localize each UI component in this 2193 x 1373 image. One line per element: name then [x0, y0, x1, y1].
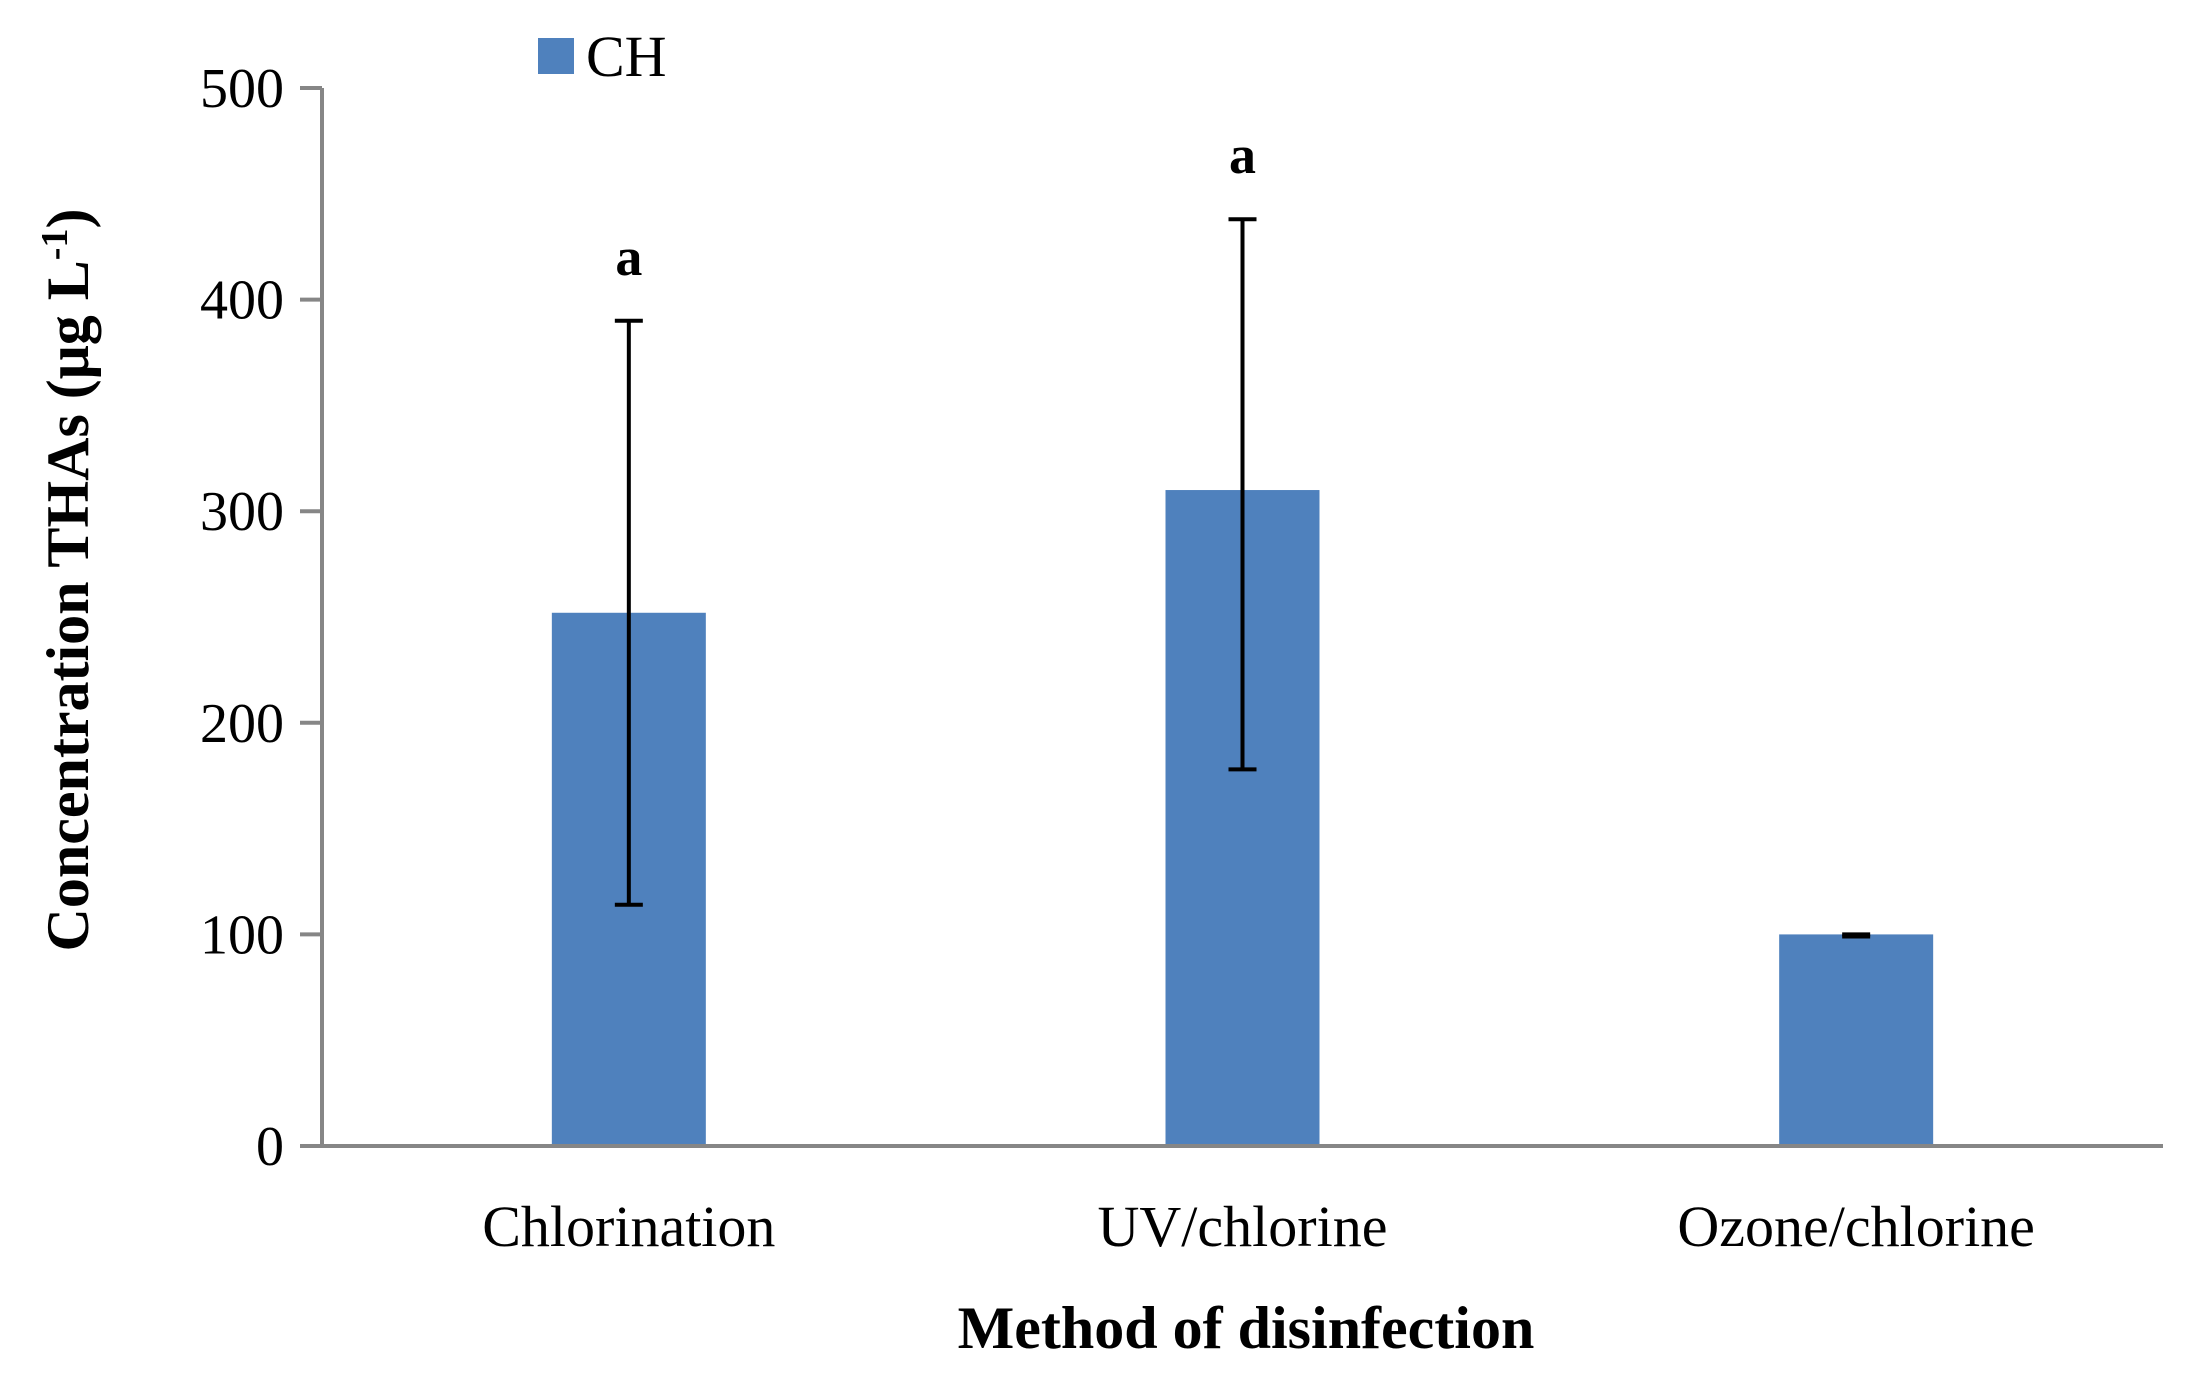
- error-bars: [614, 217, 1871, 939]
- x-category-label: Chlorination: [482, 1194, 775, 1259]
- significance-labels: aa: [615, 125, 1256, 287]
- y-tick-label: 500: [200, 58, 284, 120]
- y-axis-title: Concentration THAs (μg L-1): [34, 209, 101, 952]
- legend-swatch-ch: [538, 38, 574, 74]
- error-bar: [1842, 932, 1871, 939]
- error-bar: [1228, 217, 1257, 772]
- y-tick-label: 100: [200, 904, 284, 966]
- y-tick-label: 200: [200, 693, 284, 755]
- x-axis-title: Method of disinfection: [958, 1295, 1535, 1361]
- svg-text:Concentration THAs (μg L-1): Concentration THAs (μg L-1): [34, 209, 101, 952]
- significance-label: a: [615, 227, 642, 287]
- legend: CH: [538, 24, 667, 89]
- y-tick-label: 0: [256, 1116, 284, 1178]
- x-category-label: Ozone/chlorine: [1677, 1194, 2035, 1259]
- y-tick-label: 300: [200, 481, 284, 543]
- legend-label-ch: CH: [586, 24, 667, 89]
- y-tick-label: 400: [200, 270, 284, 332]
- bar-ozone-chlorine: [1779, 934, 1934, 1146]
- y-axis-title-sup: -1: [34, 229, 76, 261]
- y-axis-title-close: ): [35, 209, 101, 229]
- error-bar: [614, 318, 643, 907]
- x-axis-category-labels: Chlorination UV/chlorine Ozone/chlorine: [482, 1194, 2035, 1259]
- x-category-label: UV/chlorine: [1098, 1194, 1388, 1259]
- significance-label: a: [1229, 125, 1256, 185]
- y-axis-ticks: 0 100 200 300 400 500: [200, 58, 322, 1178]
- y-axis-title-main: Concentration THAs (μg L: [35, 260, 101, 951]
